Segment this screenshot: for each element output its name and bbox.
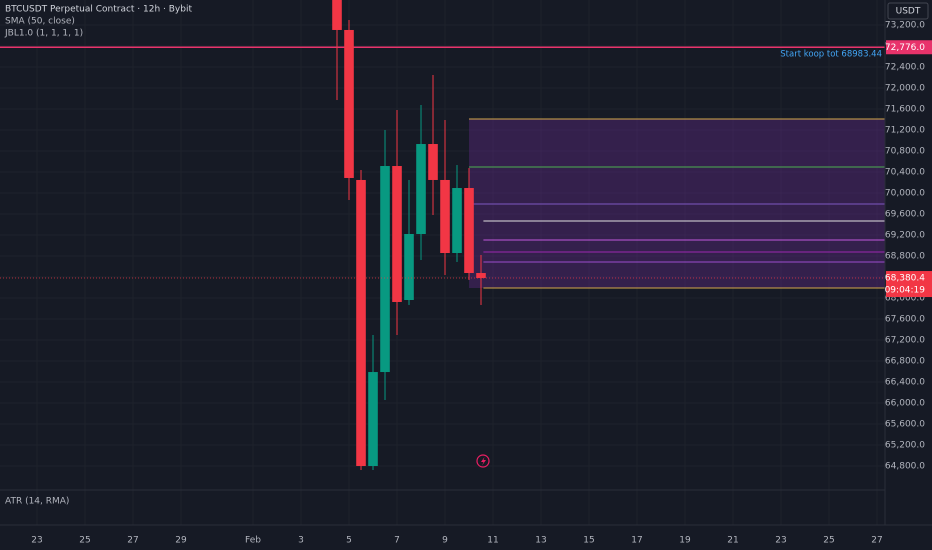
x-tick-label: 19 bbox=[679, 536, 691, 546]
candle-body bbox=[392, 166, 402, 302]
x-tick-label: 11 bbox=[487, 536, 498, 546]
candle-body bbox=[416, 144, 426, 235]
chart-title: BTCUSDT Perpetual Contract · 12h · Bybit bbox=[5, 5, 192, 15]
y-tick-label: 72,000.0 bbox=[885, 83, 925, 93]
candle-body bbox=[356, 179, 366, 467]
y-tick-label: 70,000.0 bbox=[885, 188, 925, 198]
x-tick-label: 23 bbox=[31, 536, 42, 546]
zone bbox=[469, 118, 885, 289]
y-tick-label: 68,800.0 bbox=[885, 252, 925, 262]
lower-pane-label: ATR (14, RMA) bbox=[5, 497, 69, 507]
candle-body bbox=[332, 0, 342, 30]
candle-body bbox=[440, 179, 450, 254]
x-tick-label: 25 bbox=[823, 536, 834, 546]
y-tick-label: 66,800.0 bbox=[885, 357, 925, 367]
candle-body bbox=[404, 234, 414, 300]
y-tick-label: 67,200.0 bbox=[885, 336, 925, 346]
price-label: 72,776.0 bbox=[885, 43, 925, 53]
x-tick-label: 25 bbox=[79, 536, 90, 546]
currency-button[interactable] bbox=[887, 2, 929, 20]
y-tick-label: 71,600.0 bbox=[885, 104, 925, 114]
y-tick-label: 66,000.0 bbox=[885, 399, 925, 409]
x-tick-label: Feb bbox=[245, 536, 261, 546]
annotation: Start koop tot 68983.44 bbox=[780, 50, 882, 60]
x-tick-label: 29 bbox=[175, 536, 187, 546]
alert-icon[interactable] bbox=[476, 454, 490, 468]
candle-body bbox=[368, 372, 378, 467]
last-price-box bbox=[886, 271, 932, 298]
y-tick-label: 64,800.0 bbox=[885, 462, 925, 472]
y-tick-label: 65,600.0 bbox=[885, 420, 925, 430]
x-tick-label: 27 bbox=[871, 536, 882, 546]
indicator-label: JBL1.0 (1, 1, 1, 1) bbox=[4, 29, 83, 39]
y-tick-label: 68,000.0 bbox=[885, 294, 925, 304]
x-tick-label: 13 bbox=[535, 536, 546, 546]
y-tick-label: 67,600.0 bbox=[885, 315, 925, 325]
candle-body bbox=[476, 273, 486, 279]
y-tick-label: 70,800.0 bbox=[885, 146, 925, 156]
plot-area bbox=[0, 0, 885, 470]
x-tick-label: 23 bbox=[775, 536, 786, 546]
y-tick-label: 73,200.0 bbox=[885, 20, 925, 30]
indicator-label: SMA (50, close) bbox=[5, 17, 75, 27]
x-tick-label: 5 bbox=[346, 536, 352, 546]
y-tick-label: 66,400.0 bbox=[885, 378, 925, 388]
y-tick-label: 65,200.0 bbox=[885, 441, 925, 451]
y-tick-label: 69,600.0 bbox=[885, 209, 925, 219]
y-tick-label: 72,400.0 bbox=[885, 62, 925, 72]
x-tick-label: 3 bbox=[298, 536, 304, 546]
candle-body bbox=[464, 188, 474, 274]
y-tick-label: 70,400.0 bbox=[885, 167, 925, 177]
price-label-box bbox=[886, 40, 932, 55]
last-price-label: 68,380.4 bbox=[885, 274, 925, 284]
candle-body bbox=[380, 166, 390, 373]
y-tick-label: 71,200.0 bbox=[885, 125, 925, 135]
candle-body bbox=[452, 188, 462, 254]
candle-body bbox=[344, 29, 354, 178]
x-tick-label: 27 bbox=[127, 536, 138, 546]
x-tick-label: 17 bbox=[631, 536, 642, 546]
candle-body bbox=[428, 144, 438, 180]
x-tick-label: 15 bbox=[583, 536, 594, 546]
x-tick-label: 21 bbox=[727, 536, 738, 546]
grid bbox=[0, 0, 885, 525]
countdown: 09:04:19 bbox=[885, 286, 926, 296]
y-tick-label: 69,200.0 bbox=[885, 231, 925, 241]
x-tick-label: 9 bbox=[442, 536, 448, 546]
x-tick-label: 7 bbox=[394, 536, 400, 546]
currency-label[interactable]: USDT bbox=[896, 7, 921, 17]
